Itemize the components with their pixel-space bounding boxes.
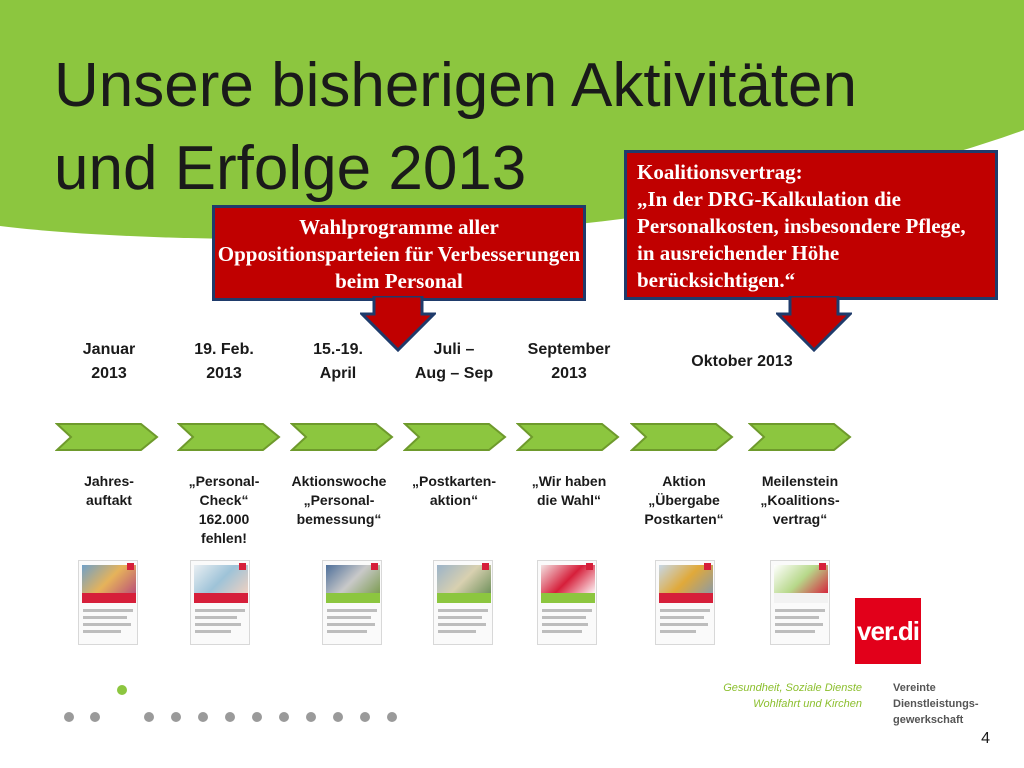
timeline-label-2: „Personal- Check“ 162.000 fehlen! (188, 473, 260, 546)
timeline-step-5 (516, 423, 620, 451)
title-line-1: Unsere bisherigen Aktivitäten (54, 51, 858, 120)
slide-title: Unsere bisherigen Aktivitäten und Erfolg… (54, 44, 954, 210)
timeline-label-4: „Postkarten- aktion“ (411, 473, 497, 508)
footer-tagline-right: Vereinte Dienstleistungs- gewerkschaft (893, 682, 979, 726)
page-number: 4 (981, 730, 990, 747)
timeline-date-5: September 2013 (527, 341, 611, 382)
timeline-date-1: Januar 2013 (82, 341, 136, 382)
callout-koalitionsvertrag-arrow (776, 296, 852, 352)
timeline-date-2: 19. Feb. 2013 (194, 341, 254, 382)
callout-wahlprogramme-arrow (360, 296, 436, 352)
callout-koalitionsvertrag-quote: „In der DRG-Kalkulation die Personalkost… (637, 187, 966, 292)
callout-koalitionsvertrag: Koalitionsvertrag: „In der DRG-Kalkulati… (624, 150, 998, 300)
callout-wahlprogramme: Wahlprogramme aller Oppositionsparteien … (212, 205, 586, 301)
callout-wahlprogramme-text: Wahlprogramme aller Oppositionsparteien … (217, 215, 581, 293)
flyer-thumbnail-5 (537, 560, 597, 645)
timeline-step-7 (748, 423, 852, 451)
timeline-step-3 (290, 423, 394, 451)
flyer-thumbnail-6 (655, 560, 715, 645)
title-line-2: und Erfolge 2013 (54, 134, 527, 203)
timeline-date-4: Juli – Aug – Sep (414, 341, 494, 382)
timeline-label-5: „Wir haben die Wahl“ (531, 473, 607, 508)
timeline-step-1 (55, 423, 159, 451)
timeline-label-7: Meilenstein „Koalitions- vertrag“ (760, 473, 840, 527)
timeline-label-3: Aktionswoche „Personal- bemessung“ (291, 473, 387, 527)
flyer-thumbnail-1 (78, 560, 138, 645)
flyer-thumbnail-7 (770, 560, 830, 645)
timeline-date-6: Oktober 2013 (691, 353, 793, 370)
timeline-step-2 (177, 423, 281, 451)
timeline-step-4 (403, 423, 507, 451)
callout-koalitionsvertrag-heading: Koalitionsvertrag: (637, 160, 803, 184)
timeline-step-6 (630, 423, 734, 451)
flyer-thumbnail-3 (322, 560, 382, 645)
verdi-logo-text: ver.di (857, 616, 920, 646)
flyer-thumbnail-2 (190, 560, 250, 645)
timeline-label-1: Jahres- auftakt (84, 473, 134, 508)
footer-tagline-left: Gesundheit, Soziale Dienste Wohlfahrt un… (723, 682, 862, 710)
timeline-label-6: Aktion „Übergabe Postkarten“ (644, 473, 724, 527)
flyer-thumbnail-4 (433, 560, 493, 645)
verdi-logo: ver.di (855, 598, 921, 664)
timeline-date-3: 15.-19. April (313, 341, 363, 382)
